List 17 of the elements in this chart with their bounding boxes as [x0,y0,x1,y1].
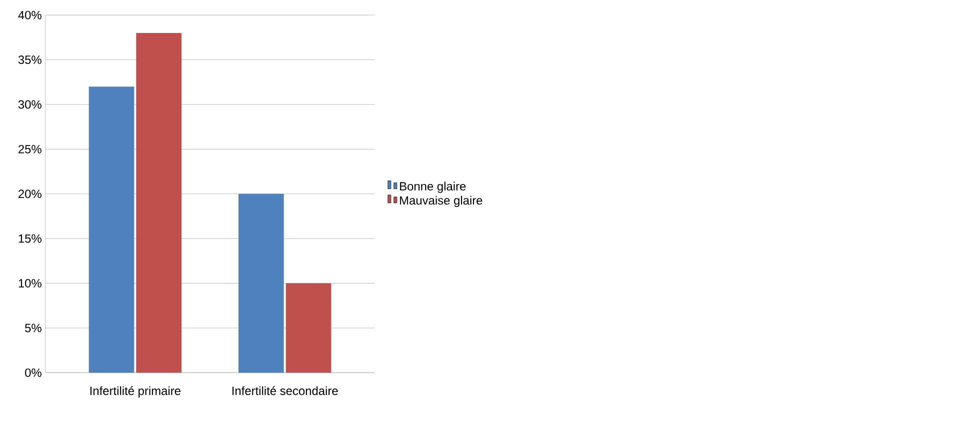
x-tick-label: Infertilité secondaire [232,386,338,396]
bar [238,194,284,373]
legend-label: Mauvaise glaire [400,196,482,208]
y-tick-label: 35% [18,56,42,64]
legend-label: Bonne glaire [400,182,466,194]
bar [286,284,332,373]
y-tick-label: 20% [18,190,42,198]
y-tick-label: 10% [18,279,42,288]
y-tick-label: 0% [25,368,42,378]
y-tick-label: 15% [18,234,42,243]
y-tick-label: 40% [18,11,42,20]
bar [136,33,182,373]
x-tick-label: Infertilité primaire [90,386,180,398]
bar [88,86,134,373]
y-tick-label: 25% [18,145,42,154]
y-tick-label: 30% [18,100,42,109]
y-tick-label: 5% [25,324,42,332]
